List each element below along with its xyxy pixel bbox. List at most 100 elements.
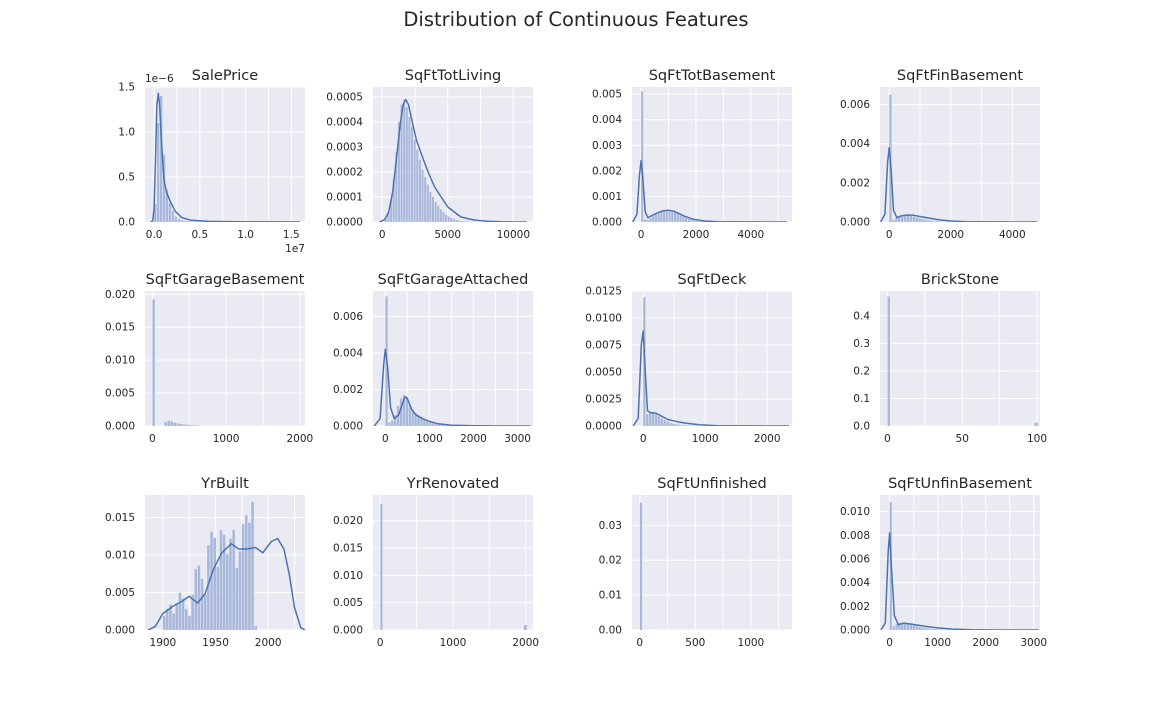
sq-ft-tot-living-bar — [390, 199, 393, 222]
sq-ft-unfin-basement-y-tick-label: 0.002 — [840, 601, 870, 613]
sq-ft-garage-attached-y-tick-label: 0.000 — [333, 421, 363, 433]
sq-ft-tot-basement-bar — [695, 220, 699, 222]
sq-ft-garage-attached-y-tick-label: 0.002 — [333, 384, 363, 396]
sale-price-y-tick-label: 1.5 — [118, 82, 135, 94]
sq-ft-deck-bar — [660, 418, 663, 426]
sq-ft-unfinished-y-tick-label: 0.02 — [599, 555, 622, 567]
sq-ft-unfin-basement-chart: SqFtUnfinBasement 0.000 0.002 0.004 0.006 0.0… — [840, 476, 1047, 649]
sq-ft-deck-bar — [663, 420, 666, 426]
yr-built-bar — [197, 565, 201, 630]
sq-ft-tot-living-y-tick-label: 0.0004 — [326, 117, 363, 129]
sq-ft-unfin-basement-y-tick-label: 0.008 — [840, 530, 870, 542]
sq-ft-garage-attached-x-tick-label: 3000 — [504, 433, 531, 445]
sq-ft-unfinished-y-tick-label: 0.03 — [599, 520, 622, 532]
sale-price-bar — [186, 221, 189, 222]
yr-renovated-y-tick-label: 0.015 — [333, 543, 363, 555]
yr-built-bar — [216, 567, 220, 630]
sq-ft-tot-basement-bar — [684, 217, 688, 222]
sq-ft-garage-basement-x-tick-label: 2000 — [286, 433, 313, 445]
sq-ft-tot-basement-title: SqFtTotBasement — [649, 68, 776, 84]
yr-built-bars — [162, 501, 258, 630]
sq-ft-tot-living-bar — [400, 104, 403, 222]
sq-ft-unfin-basement-x-tick-label: 1000 — [924, 637, 951, 649]
sale-price-bar — [174, 216, 177, 222]
sq-ft-fin-basement-bar — [933, 221, 936, 222]
sq-ft-tot-living-bar — [455, 220, 458, 222]
yr-built-bar — [241, 524, 245, 630]
sq-ft-unfin-basement-bar — [906, 624, 910, 630]
sq-ft-fin-basement-bar — [898, 216, 901, 222]
sq-ft-garage-attached-y-tick-label: 0.004 — [333, 348, 363, 360]
yr-renovated-title: YrRenovated — [406, 476, 500, 492]
sq-ft-unfin-basement-y-tick-label: 0.010 — [840, 506, 870, 518]
sq-ft-tot-basement-y-tick-label: 0.005 — [592, 89, 622, 101]
sq-ft-deck-y-tick-label: 0.0125 — [585, 286, 622, 298]
sq-ft-tot-basement-bar — [646, 219, 649, 222]
sq-ft-tot-basement-bar — [671, 211, 674, 222]
sale-price-kde-line — [150, 92, 301, 222]
sq-ft-unfinished-plot-area — [632, 495, 792, 630]
sq-ft-tot-living-bar — [463, 221, 466, 222]
sq-ft-tot-living-bar — [458, 220, 461, 222]
sq-ft-garage-attached-bar — [446, 425, 449, 426]
sq-ft-garage-basement-bar — [185, 424, 189, 426]
yr-built-kde-line — [147, 537, 305, 630]
sq-ft-tot-living-bar — [442, 212, 445, 222]
brick-stone-y-tick-label: 0.4 — [853, 310, 870, 322]
sq-ft-garage-basement-bars — [152, 299, 201, 426]
sq-ft-unfin-basement-bar — [918, 626, 921, 630]
sq-ft-deck-x-tick-label: 1000 — [692, 433, 719, 445]
sq-ft-tot-basement-y-tick-label: 0.002 — [592, 165, 622, 177]
sq-ft-tot-living-y-tick-label: 0.0003 — [326, 142, 363, 154]
sq-ft-tot-living-bar — [434, 202, 437, 222]
yr-built-chart: YrBuilt 0.000 0.005 0.010 0.015 1900 1950 2000 — [105, 476, 305, 649]
sq-ft-garage-attached-bar — [420, 416, 423, 426]
brick-stone-x-tick-label: 0 — [884, 433, 891, 445]
yr-built-bar — [200, 579, 204, 630]
sq-ft-garage-basement-x-tick-label: 1000 — [213, 433, 240, 445]
yr-built-bar — [169, 604, 172, 630]
sq-ft-garage-attached-x-tick-label: 1000 — [416, 433, 443, 445]
yr-built-bar — [178, 592, 182, 630]
sq-ft-tot-basement-bar — [643, 219, 646, 222]
sq-ft-unfin-basement-bar — [892, 626, 895, 630]
sale-price-y-tick-label: 0.0 — [118, 217, 135, 229]
sq-ft-garage-attached-bar — [391, 420, 394, 426]
sq-ft-fin-basement-y-tick-label: 0.006 — [840, 99, 870, 111]
sq-ft-fin-basement-bar — [921, 218, 924, 222]
sq-ft-deck-bar — [683, 425, 687, 426]
sq-ft-tot-living-bar — [413, 139, 416, 222]
sq-ft-garage-basement-y-tick-label: 0.005 — [105, 388, 135, 400]
sq-ft-tot-living-bar — [447, 216, 450, 222]
yr-built-x-tick-label: 1900 — [150, 637, 177, 649]
sale-price-x-tick-label: 0.5 — [192, 229, 209, 241]
brick-stone-x-tick-label: 100 — [1027, 433, 1047, 445]
sq-ft-unfinished-chart: SqFtUnfinished 0.00 0.01 0.02 0.03 0 500 1000 — [599, 476, 792, 649]
sq-ft-fin-basement-x-tick-label: 4000 — [999, 229, 1026, 241]
sq-ft-tot-living-bar — [421, 169, 424, 222]
sq-ft-deck-bar — [681, 425, 684, 426]
sq-ft-unfin-basement-bar — [904, 623, 907, 630]
sq-ft-tot-basement-y-tick-label: 0.001 — [592, 191, 622, 203]
sq-ft-tot-living-bar — [405, 107, 408, 222]
sq-ft-unfin-basement-bar — [935, 629, 939, 630]
sq-ft-deck-x-tick-label: 0 — [640, 433, 647, 445]
sq-ft-tot-basement-plot-area — [632, 87, 792, 222]
sq-ft-unfin-basement-y-tick-label: 0.006 — [840, 553, 870, 565]
sq-ft-deck-plot-area — [632, 291, 792, 426]
sq-ft-tot-basement-bar — [673, 212, 677, 222]
sq-ft-garage-attached-bar — [434, 424, 438, 426]
sale-price-bar — [171, 211, 175, 222]
sq-ft-deck-bar — [678, 424, 681, 426]
sq-ft-garage-attached-bar — [405, 396, 409, 426]
sq-ft-deck-bar — [651, 411, 655, 426]
sq-ft-fin-basement-bar — [909, 215, 913, 222]
sq-ft-unfin-basement-plot-area — [880, 495, 1040, 630]
sq-ft-garage-basement-y-tick-label: 0.015 — [105, 322, 135, 334]
sq-ft-garage-basement-bar — [176, 423, 179, 426]
sq-ft-unfin-basement-title: SqFtUnfinBasement — [888, 476, 1032, 492]
sq-ft-unfin-basement-bar — [924, 627, 927, 630]
sq-ft-garage-basement-bar — [170, 421, 173, 426]
sq-ft-deck-bar — [646, 414, 649, 426]
sq-ft-deck-y-tick-label: 0.0075 — [585, 340, 622, 352]
